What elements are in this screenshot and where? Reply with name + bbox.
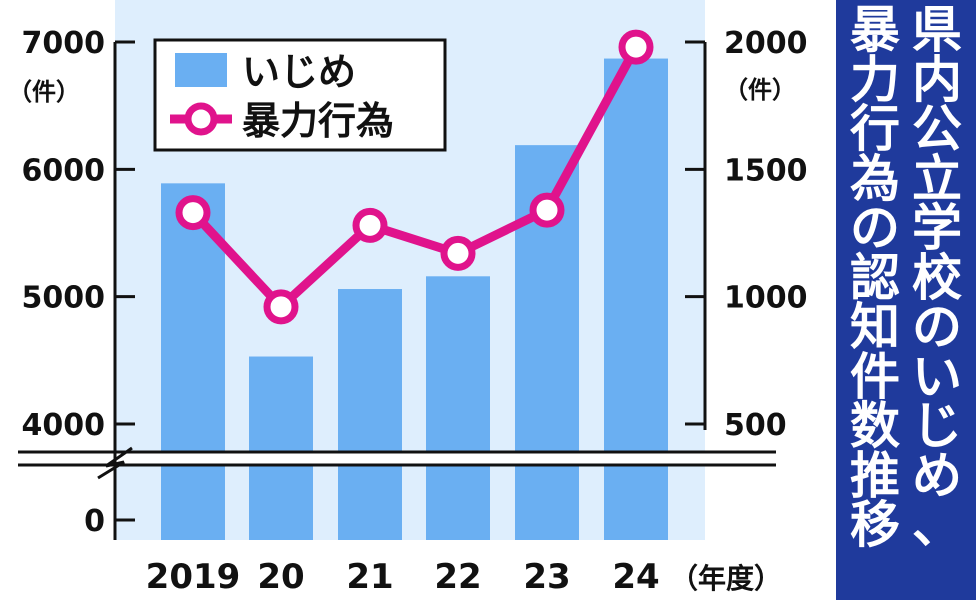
point-22: [440, 235, 476, 271]
line-series: [175, 29, 654, 325]
title-char: 暴: [850, 1, 900, 59]
legend-swatch-marker: [184, 102, 218, 136]
title-char: 県: [912, 1, 962, 59]
chart: 7000 6000 5000 4000 0 2000 1500 1000 500 （件） （件…: [0, 0, 808, 597]
left-axis-unit: （件）: [8, 78, 80, 106]
point-20: [263, 289, 299, 325]
left-tick-label-7000: 7000: [22, 26, 106, 61]
title-panel: 県内公立学校のいじめ、 暴力行為の認知件数推移: [836, 0, 976, 600]
legend-swatch-bar: [175, 53, 227, 87]
legend-label-line: 暴力行為: [242, 99, 394, 143]
title-char: 推: [850, 446, 900, 505]
chart-title-line-2: 暴力行為の認知件数推移: [844, 1, 906, 554]
title-char: 行: [850, 100, 900, 158]
legend-label-bar: いじめ: [242, 50, 356, 94]
legend: いじめ 暴力行為: [153, 38, 447, 152]
point-23: [529, 192, 565, 228]
title-char: 知: [850, 298, 900, 356]
title-char: 認: [850, 248, 900, 307]
left-tick-label-4000: 4000: [22, 408, 106, 443]
title-char: 学: [912, 199, 962, 257]
right-tick-labels: 2000 1500 1000 500: [724, 26, 808, 443]
left-tick-label-0: 0: [84, 504, 105, 539]
title-char: じ: [912, 397, 962, 455]
title-char: 件: [850, 347, 900, 406]
point-21: [352, 207, 388, 243]
violence-line: [189, 44, 640, 312]
point-24: [618, 29, 654, 65]
title-char: め: [912, 446, 962, 505]
bar-series: [161, 58, 668, 540]
left-tick-marks: [115, 40, 135, 522]
title-char: 力: [850, 50, 900, 109]
right-tick-marks: [685, 40, 705, 426]
right-axis-unit: （件）: [724, 76, 796, 104]
category-label-20: 20: [257, 557, 304, 597]
right-tick-label-1500: 1500: [724, 153, 808, 188]
right-tick-label-2000: 2000: [724, 26, 808, 61]
axes: [113, 42, 707, 540]
title-char: 数: [850, 397, 900, 455]
left-tick-labels: 7000 6000 5000 4000 0: [22, 26, 106, 539]
title-char: 校: [912, 248, 962, 307]
bar-21: [338, 289, 402, 540]
title-char: い: [912, 347, 962, 406]
title-char: の: [850, 199, 900, 257]
bar-2019: [161, 183, 225, 540]
break-zigzag: [97, 446, 133, 480]
category-label-2019: 2019: [146, 557, 241, 597]
bar-22: [426, 276, 490, 540]
axis-break: [0, 450, 776, 467]
chart-title-line-1: 県内公立学校のいじめ、: [906, 1, 968, 554]
title-char: 、: [912, 496, 962, 554]
category-suffix: （年度）: [670, 562, 782, 595]
category-label-23: 23: [523, 557, 570, 597]
title-char: 移: [850, 496, 900, 554]
left-tick-label-6000: 6000: [22, 153, 106, 188]
category-labels: 2019 20 21 22 23 24: [146, 557, 660, 597]
title-char: 公: [912, 100, 962, 158]
bar-24: [604, 58, 668, 540]
category-label-22: 22: [434, 557, 481, 597]
category-label-24: 24: [612, 557, 659, 597]
title-char: の: [912, 298, 962, 356]
left-tick-label-5000: 5000: [22, 281, 106, 316]
title-char: 立: [912, 149, 962, 208]
right-tick-label-1000: 1000: [724, 281, 808, 316]
point-2019: [175, 195, 211, 231]
title-char: 為: [850, 149, 900, 208]
title-char: 内: [912, 50, 962, 109]
right-tick-label-500: 500: [724, 408, 787, 443]
bar-20: [249, 356, 313, 540]
category-label-21: 21: [346, 557, 393, 597]
